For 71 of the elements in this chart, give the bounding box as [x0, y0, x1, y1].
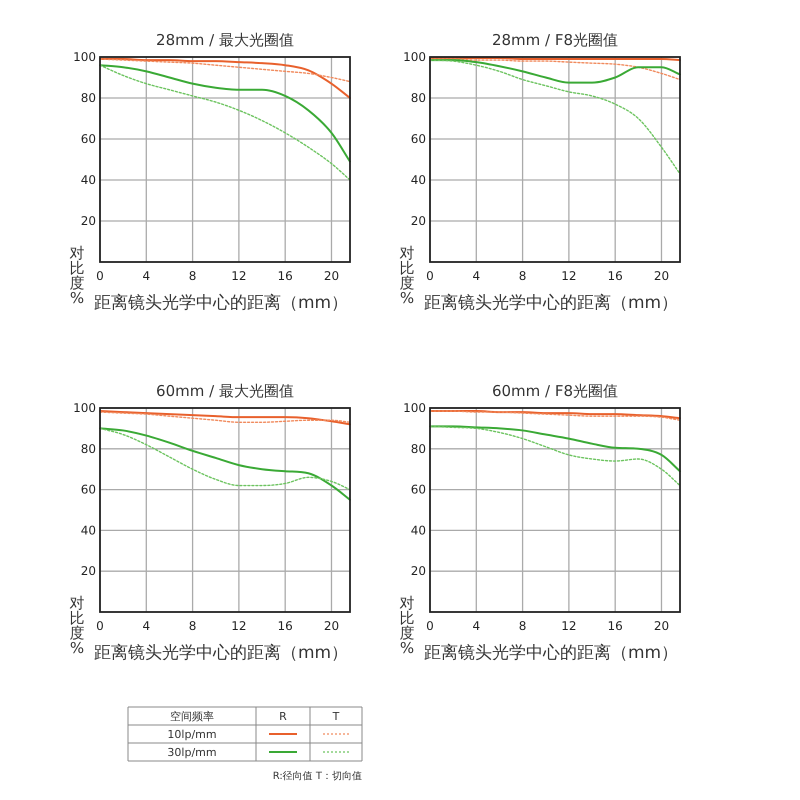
x-tick-label: 8: [188, 269, 196, 283]
x-tick-label: 12: [231, 619, 247, 633]
x-tick-label: 16: [608, 619, 623, 633]
x-tick-label: 16: [278, 619, 293, 633]
y-tick-label: 20: [80, 564, 96, 578]
y-tick-label: 40: [80, 173, 96, 187]
y-tick-label: 100: [73, 50, 96, 64]
y-tick-label: 60: [410, 132, 426, 146]
x-tick-label: 0: [426, 269, 434, 283]
x-tick-label: 20: [654, 269, 670, 283]
x-tick-label: 20: [324, 269, 340, 283]
x-tick-label: 8: [518, 269, 526, 283]
y-tick-label: 60: [80, 132, 96, 146]
y-axis-title: 对比度%: [70, 244, 84, 307]
x-tick-label: 16: [278, 269, 293, 283]
y-tick-label: 20: [80, 214, 96, 228]
x-tick-label: 12: [231, 269, 247, 283]
x-tick-label: 4: [472, 269, 480, 283]
chart-title: 28mm / 最大光圈值: [156, 31, 294, 49]
x-tick-label: 0: [96, 619, 104, 633]
x-tick-label: 4: [142, 619, 150, 633]
x-tick-label: 0: [426, 619, 434, 633]
y-tick-label: 60: [410, 482, 426, 497]
text: 10lp/mm: [167, 728, 217, 741]
y-tick-label: 100: [403, 50, 426, 64]
line-series: [99, 64, 351, 181]
text: R: [279, 710, 288, 723]
x-axis-title: 距离镜头光学中心的距离（mm）: [424, 643, 678, 663]
line-series: [429, 59, 681, 175]
y-axis-title: 对比度%: [400, 594, 414, 657]
x-tick-label: 16: [608, 269, 623, 283]
x-axis-title: 距离镜头光学中心的距离（mm）: [94, 643, 348, 663]
line-series: [99, 58, 351, 99]
line-series: [99, 64, 351, 163]
line-series: [429, 426, 681, 486]
y-tick-label: 80: [410, 442, 426, 456]
x-tick-label: 4: [142, 269, 150, 283]
text: 空间频率: [170, 710, 214, 723]
x-axis-title: 距离镜头光学中心的距离（mm）: [424, 293, 678, 313]
y-tick-label: 60: [80, 482, 96, 497]
x-tick-label: 8: [518, 619, 526, 633]
text: 30lp/mm: [167, 746, 217, 759]
x-tick-label: 20: [654, 619, 670, 633]
x-tick-label: 8: [188, 619, 196, 633]
text: R:径向值 T：切向值: [272, 770, 362, 782]
y-tick-label: 20: [410, 564, 426, 578]
y-axis-title: 对比度%: [70, 594, 84, 657]
line-series: [99, 58, 351, 82]
y-axis-title: 对比度%: [400, 244, 414, 307]
y-tick-label: 80: [410, 91, 426, 105]
x-tick-label: 12: [561, 269, 577, 283]
x-tick-label: 0: [96, 269, 104, 283]
y-tick-label: 40: [80, 523, 96, 538]
y-tick-label: 100: [403, 401, 426, 415]
x-tick-label: 20: [324, 619, 340, 633]
line-series: [429, 58, 681, 80]
y-tick-label: 40: [410, 173, 426, 187]
y-tick-label: 80: [80, 91, 96, 105]
x-axis-title: 距离镜头光学中心的距离（mm）: [94, 293, 348, 313]
y-tick-label: 80: [80, 442, 96, 456]
y-tick-label: 20: [410, 214, 426, 228]
line-series: [429, 425, 681, 472]
line-series: [429, 59, 681, 84]
y-tick-label: 100: [73, 401, 96, 415]
chart-title: 28mm / F8光圈值: [492, 31, 618, 49]
y-tick-label: 40: [410, 523, 426, 538]
chart-title: 60mm / F8光圈值: [492, 382, 618, 400]
text: T: [332, 710, 340, 723]
x-tick-label: 12: [561, 619, 577, 633]
x-tick-label: 4: [472, 619, 480, 633]
chart-title: 60mm / 最大光圈值: [156, 382, 294, 400]
